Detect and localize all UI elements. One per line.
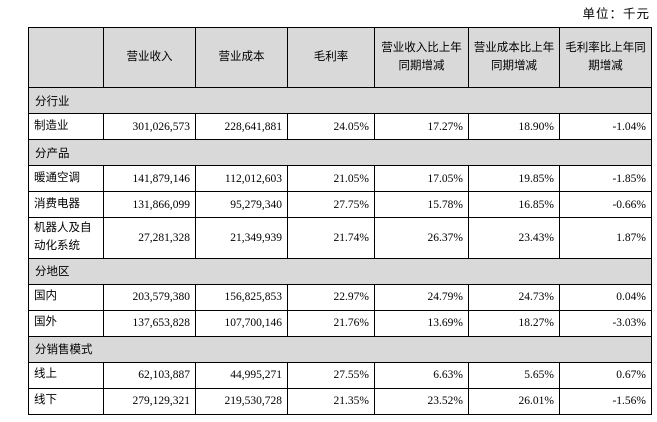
section-header: 分行业: [28, 87, 652, 114]
cost-cell: 21,349,939: [195, 217, 288, 259]
margin-yoy-cell: 0.67%: [559, 361, 652, 389]
row-label: 国外: [28, 309, 104, 337]
table-row-hvac: 暖通空调 141,879,146 112,012,603 21.05% 17.0…: [28, 165, 652, 192]
row-label: 国内: [28, 283, 104, 311]
col-header-cost: 营业成本: [195, 27, 288, 88]
margin-yoy-cell: 0.04%: [559, 283, 652, 311]
revenue-yoy-cell: 24.79%: [374, 283, 469, 311]
gross-margin-cell: 27.75%: [287, 191, 375, 218]
revenue-cell: 301,026,573: [103, 113, 196, 140]
margin-yoy-cell: -3.03%: [559, 309, 652, 337]
col-header-blank: [28, 27, 104, 88]
section-row-region: 分地区: [28, 257, 652, 285]
section-header: 分销售模式: [28, 335, 652, 363]
cost-yoy-cell: 19.85%: [468, 165, 560, 192]
col-header-margin-yoy: 毛利率比上年同期增减: [559, 27, 652, 88]
cost-cell: 44,995,271: [195, 361, 288, 389]
gross-margin-cell: 21.76%: [287, 309, 375, 337]
table-row-online: 线上 62,103,887 44,995,271 27.55% 6.63% 5.…: [28, 361, 652, 389]
section-row-industry: 分行业: [28, 87, 652, 114]
cost-cell: 228,641,881: [195, 113, 288, 140]
margin-yoy-cell: -0.66%: [559, 191, 652, 218]
revenue-cell: 131,866,099: [103, 191, 196, 218]
cost-yoy-cell: 26.01%: [468, 387, 560, 415]
row-label: 机器人及自动化系统: [28, 217, 104, 259]
gross-margin-cell: 21.35%: [287, 387, 375, 415]
col-header-cost-yoy: 营业成本比上年同期增减: [468, 27, 560, 88]
margin-yoy-cell: -1.56%: [559, 387, 652, 415]
cost-yoy-cell: 18.90%: [468, 113, 560, 140]
header-row: 营业收入 营业成本 毛利率 营业收入比上年同期增减 营业成本比上年同期增减 毛利…: [28, 27, 652, 88]
cost-yoy-cell: 16.85%: [468, 191, 560, 218]
section-header: 分地区: [28, 257, 652, 285]
row-label: 消费电器: [28, 191, 104, 218]
col-header-gross-margin: 毛利率: [287, 27, 375, 88]
cost-cell: 112,012,603: [195, 165, 288, 192]
revenue-yoy-cell: 15.78%: [374, 191, 469, 218]
cost-cell: 107,700,146: [195, 309, 288, 337]
revenue-yoy-cell: 23.52%: [374, 387, 469, 415]
section-row-product: 分产品: [28, 139, 652, 166]
table-row-consumer-appliances: 消费电器 131,866,099 95,279,340 27.75% 15.78…: [28, 191, 652, 218]
revenue-cell: 27,281,328: [103, 217, 196, 259]
cost-cell: 219,530,728: [195, 387, 288, 415]
row-label: 制造业: [28, 113, 104, 140]
revenue-yoy-cell: 17.27%: [374, 113, 469, 140]
table-row-manufacturing: 制造业 301,026,573 228,641,881 24.05% 17.27…: [28, 113, 652, 140]
cost-yoy-cell: 5.65%: [468, 361, 560, 389]
section-row-sales-model: 分销售模式: [28, 335, 652, 363]
revenue-yoy-cell: 13.69%: [374, 309, 469, 337]
revenue-cell: 137,653,828: [103, 309, 196, 337]
cost-cell: 156,825,853: [195, 283, 288, 311]
row-label: 线上: [28, 361, 104, 389]
revenue-cell: 203,579,380: [103, 283, 196, 311]
revenue-cell: 279,129,321: [103, 387, 196, 415]
margin-yoy-cell: -1.85%: [559, 165, 652, 192]
revenue-cell: 62,103,887: [103, 361, 196, 389]
revenue-cell: 141,879,146: [103, 165, 196, 192]
margin-yoy-cell: 1.87%: [559, 217, 652, 259]
gross-margin-cell: 21.05%: [287, 165, 375, 192]
margin-yoy-cell: -1.04%: [559, 113, 652, 140]
revenue-yoy-cell: 6.63%: [374, 361, 469, 389]
section-header: 分产品: [28, 139, 652, 166]
row-label: 暖通空调: [28, 165, 104, 192]
cost-yoy-cell: 24.73%: [468, 283, 560, 311]
gross-margin-cell: 27.55%: [287, 361, 375, 389]
segment-revenue-table: 营业收入 营业成本 毛利率 营业收入比上年同期增减 营业成本比上年同期增减 毛利…: [28, 27, 652, 415]
table-row-robotics-automation: 机器人及自动化系统 27,281,328 21,349,939 21.74% 2…: [28, 217, 652, 259]
revenue-yoy-cell: 17.05%: [374, 165, 469, 192]
cost-yoy-cell: 18.27%: [468, 309, 560, 337]
gross-margin-cell: 21.74%: [287, 217, 375, 259]
unit-label: 单位：千元: [582, 7, 650, 21]
col-header-revenue-yoy: 营业收入比上年同期增减: [374, 27, 469, 88]
table-row-overseas: 国外 137,653,828 107,700,146 21.76% 13.69%…: [28, 309, 652, 337]
revenue-yoy-cell: 26.37%: [374, 217, 469, 259]
gross-margin-cell: 22.97%: [287, 283, 375, 311]
gross-margin-cell: 24.05%: [287, 113, 375, 140]
row-label: 线下: [28, 387, 104, 415]
table-row-domestic: 国内 203,579,380 156,825,853 22.97% 24.79%…: [28, 283, 652, 311]
cost-yoy-cell: 23.43%: [468, 217, 560, 259]
cost-cell: 95,279,340: [195, 191, 288, 218]
col-header-revenue: 营业收入: [103, 27, 196, 88]
table-row-offline: 线下 279,129,321 219,530,728 21.35% 23.52%…: [28, 387, 652, 415]
